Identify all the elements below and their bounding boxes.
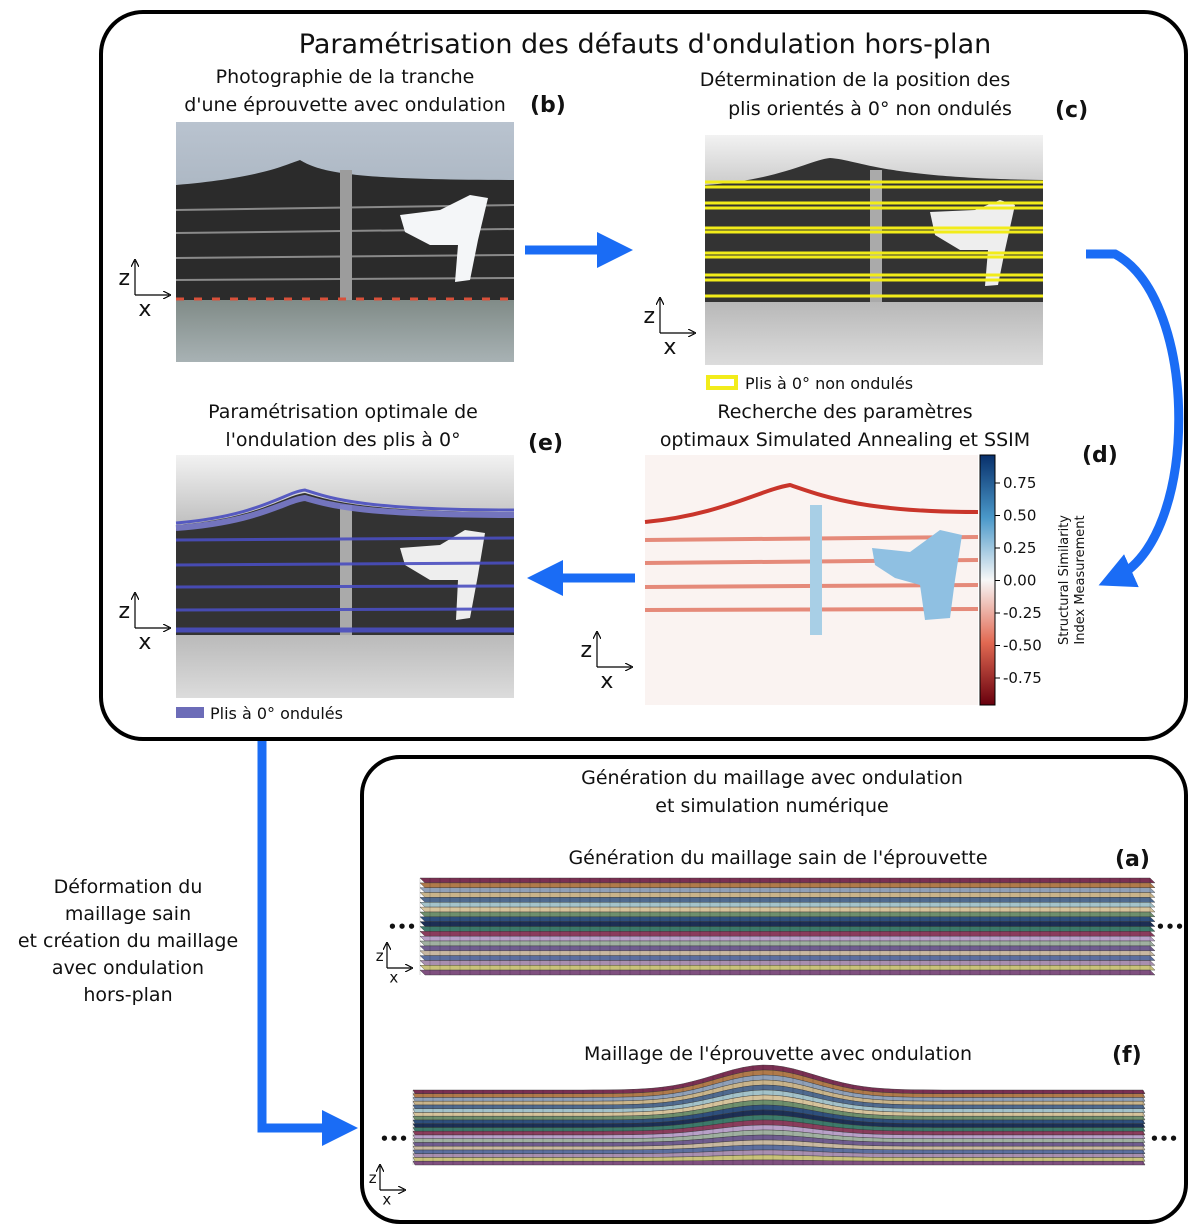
figure: Paramétrisation des défauts d'ondulation… — [0, 0, 1188, 1225]
side-note: avec ondulation — [52, 957, 204, 979]
colorbar-tick-label: 0.50 — [1003, 507, 1036, 525]
mesh-layer — [420, 897, 1155, 902]
caption: Photographie de la tranche — [216, 66, 475, 88]
colorbar-title: Index Measurement — [1073, 515, 1088, 644]
caption: optimaux Simulated Annealing et SSIM — [660, 429, 1030, 451]
mesh-layer — [420, 883, 1155, 888]
mesh-layer — [420, 893, 1155, 898]
axis-label: z — [119, 266, 131, 291]
mesh-layer — [420, 961, 1155, 966]
caption: Détermination de la position des — [700, 69, 1011, 91]
mesh-layer — [420, 917, 1155, 922]
axis-label: z — [376, 947, 384, 965]
caption: d'une éprouvette avec ondulation — [184, 94, 506, 116]
mesh-layer — [420, 941, 1155, 946]
mesh-layer — [420, 956, 1155, 961]
mesh — [420, 878, 1155, 975]
mesh-layer — [420, 936, 1155, 941]
image-c — [705, 135, 1043, 365]
axis-label: x — [382, 1190, 391, 1208]
side-note: maillage sain — [65, 903, 191, 925]
mesh-layer — [420, 965, 1155, 970]
mesh-layer — [420, 970, 1155, 975]
caption: plis orientés à 0° non ondulés — [728, 98, 1012, 120]
panel-label: (c) — [1055, 98, 1088, 123]
caption: Génération du maillage sain de l'éprouve… — [568, 847, 987, 869]
image-e — [176, 455, 514, 698]
ellipsis: ••• — [388, 918, 417, 936]
axis-label: x — [138, 630, 151, 655]
page: {"title": "Paramétrisation des défauts d… — [0, 0, 1188, 1225]
photo-b — [176, 122, 514, 362]
axis-label: z — [119, 599, 131, 624]
colorbar-tick-label: -0.50 — [1003, 637, 1042, 655]
colorbar-tick-label: 0.25 — [1003, 539, 1036, 557]
caption: Recherche des paramètres — [717, 401, 972, 423]
mesh-layer — [420, 902, 1155, 907]
side-note: et création du maillage — [18, 930, 238, 952]
axis-label: x — [138, 297, 151, 322]
colorbar-tick-label: 0.75 — [1003, 474, 1036, 492]
caption: l'ondulation des plis à 0° — [225, 429, 460, 451]
panel-label: (b) — [530, 93, 566, 118]
mesh-layer — [420, 931, 1155, 936]
mesh-layer — [420, 888, 1155, 893]
side-note: hors-plan — [83, 984, 172, 1006]
mesh-layer — [420, 878, 1155, 883]
legend-text: Plis à 0° ondulés — [210, 704, 343, 723]
panel-label: (e) — [528, 431, 563, 456]
mesh — [413, 1065, 1145, 1165]
mesh-layer — [420, 927, 1155, 932]
panel-label: (d) — [1082, 443, 1118, 468]
legend-swatch — [176, 707, 204, 718]
colorbar-title: Structural Similarity — [1057, 515, 1072, 645]
axis-label: x — [663, 335, 676, 360]
image-d — [645, 455, 995, 705]
mesh-layer — [420, 951, 1155, 956]
panel-label: (f) — [1112, 1043, 1142, 1068]
ellipsis: ••• — [1150, 1130, 1179, 1148]
panel-label: (a) — [1115, 847, 1150, 872]
section-title: Génération du maillage avec ondulation — [581, 767, 963, 789]
colorbar-tick-label: -0.25 — [1003, 604, 1042, 622]
mesh-layer — [420, 907, 1155, 912]
ellipsis: ••• — [380, 1130, 409, 1148]
main-title: Paramétrisation des défauts d'ondulation… — [299, 29, 991, 60]
caption: Maillage de l'éprouvette avec ondulation — [584, 1043, 972, 1065]
mesh-layer — [420, 922, 1155, 927]
axis-label: z — [644, 304, 656, 329]
ellipsis: ••• — [1156, 918, 1185, 936]
colorbar-tick-label: 0.00 — [1003, 572, 1036, 590]
side-note: Déformation du — [54, 876, 203, 898]
colorbar-tick-label: -0.75 — [1003, 669, 1042, 687]
legend-text: Plis à 0° non ondulés — [745, 374, 913, 393]
axis-label: x — [600, 669, 613, 694]
axis-label: z — [581, 638, 593, 663]
legend-swatch — [708, 377, 736, 388]
section-title: et simulation numérique — [655, 795, 888, 817]
mesh-layer — [420, 946, 1155, 951]
axis-label: x — [389, 968, 398, 986]
mesh-layer — [420, 912, 1155, 917]
caption: Paramétrisation optimale de — [208, 401, 478, 423]
axis-label: z — [369, 1169, 377, 1187]
